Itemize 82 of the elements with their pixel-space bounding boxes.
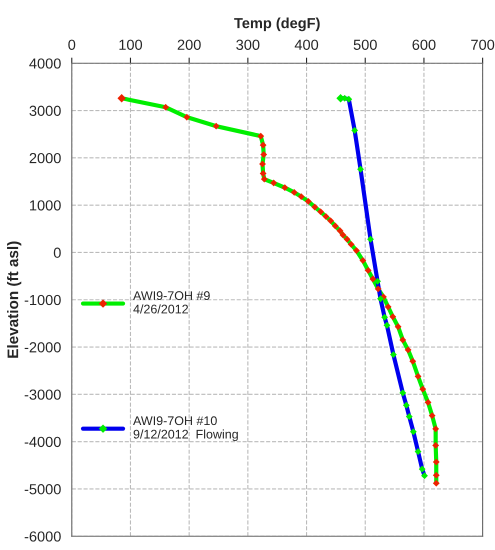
point [348, 241, 355, 248]
x-tick-label: 500 [354, 40, 377, 50]
point [432, 480, 440, 487]
point [399, 336, 406, 344]
point [410, 428, 417, 436]
point [183, 114, 190, 121]
point [419, 386, 426, 393]
point [257, 132, 264, 140]
point [432, 472, 440, 479]
point [162, 104, 170, 111]
x-axis-title: Temp (degF) [234, 18, 320, 32]
point [344, 236, 350, 243]
point [390, 351, 397, 358]
point [336, 227, 344, 234]
point [260, 151, 268, 158]
y-tick-label: -5000 [24, 484, 61, 494]
x-tick-label: 0 [68, 40, 76, 50]
y-tick-label: 1000 [30, 200, 61, 211]
y-tick-label: -2000 [24, 342, 61, 352]
point [311, 204, 318, 210]
x-tick-label: 300 [236, 40, 260, 50]
point [432, 425, 440, 432]
point [212, 122, 220, 130]
y-tick-label: -4000 [24, 436, 61, 448]
point [394, 323, 402, 330]
y-tick-label: 4000 [29, 58, 61, 69]
point [432, 442, 440, 449]
point [404, 346, 412, 354]
x-tick-label: 200 [178, 40, 201, 50]
point [270, 180, 278, 186]
point [260, 176, 268, 183]
point [399, 390, 406, 396]
point [402, 402, 410, 409]
point [406, 413, 413, 420]
y-tick-label: 2000 [30, 152, 61, 164]
point [432, 458, 440, 466]
point [260, 142, 267, 148]
point [409, 358, 416, 365]
point [345, 96, 352, 103]
point [384, 322, 390, 329]
y-tick-label: 0 [54, 248, 61, 258]
point [317, 208, 324, 216]
point [424, 398, 432, 406]
x-tick-label: 700 [471, 40, 494, 50]
y-tick-label: 3000 [29, 106, 61, 116]
point [259, 160, 266, 168]
point [418, 466, 426, 472]
point [377, 295, 384, 302]
point [384, 303, 392, 310]
point [260, 170, 267, 177]
point [359, 257, 366, 264]
point [327, 217, 334, 224]
point [322, 213, 330, 220]
point [369, 276, 376, 282]
point [298, 193, 305, 200]
point [340, 232, 346, 238]
y-tick-label: -6000 [24, 531, 61, 542]
x-tick-label: 600 [412, 40, 436, 50]
y-tick-label: -3000 [24, 389, 61, 400]
point [304, 198, 312, 205]
y-axis-title: Elevation (ft asl) [7, 242, 22, 358]
point [389, 313, 396, 320]
point [428, 412, 436, 420]
point [290, 188, 298, 196]
point [374, 278, 381, 285]
point [351, 127, 358, 134]
point [421, 472, 428, 480]
point [414, 448, 422, 455]
point [381, 314, 388, 321]
point [374, 285, 382, 292]
point [357, 166, 364, 173]
point [364, 267, 372, 274]
x-tick-label: 400 [294, 40, 318, 50]
point [414, 372, 422, 380]
x-tick-label: 100 [119, 40, 142, 50]
point [281, 184, 288, 192]
legend-label: AWI9-7OH #10 9/12/2012 Flowing [133, 416, 238, 442]
y-tick-label: -1000 [24, 294, 61, 306]
legend-label: AWI9-7OH #9 4/26/2012 [133, 291, 210, 314]
point [332, 222, 339, 230]
point [367, 236, 374, 243]
point [353, 247, 360, 254]
